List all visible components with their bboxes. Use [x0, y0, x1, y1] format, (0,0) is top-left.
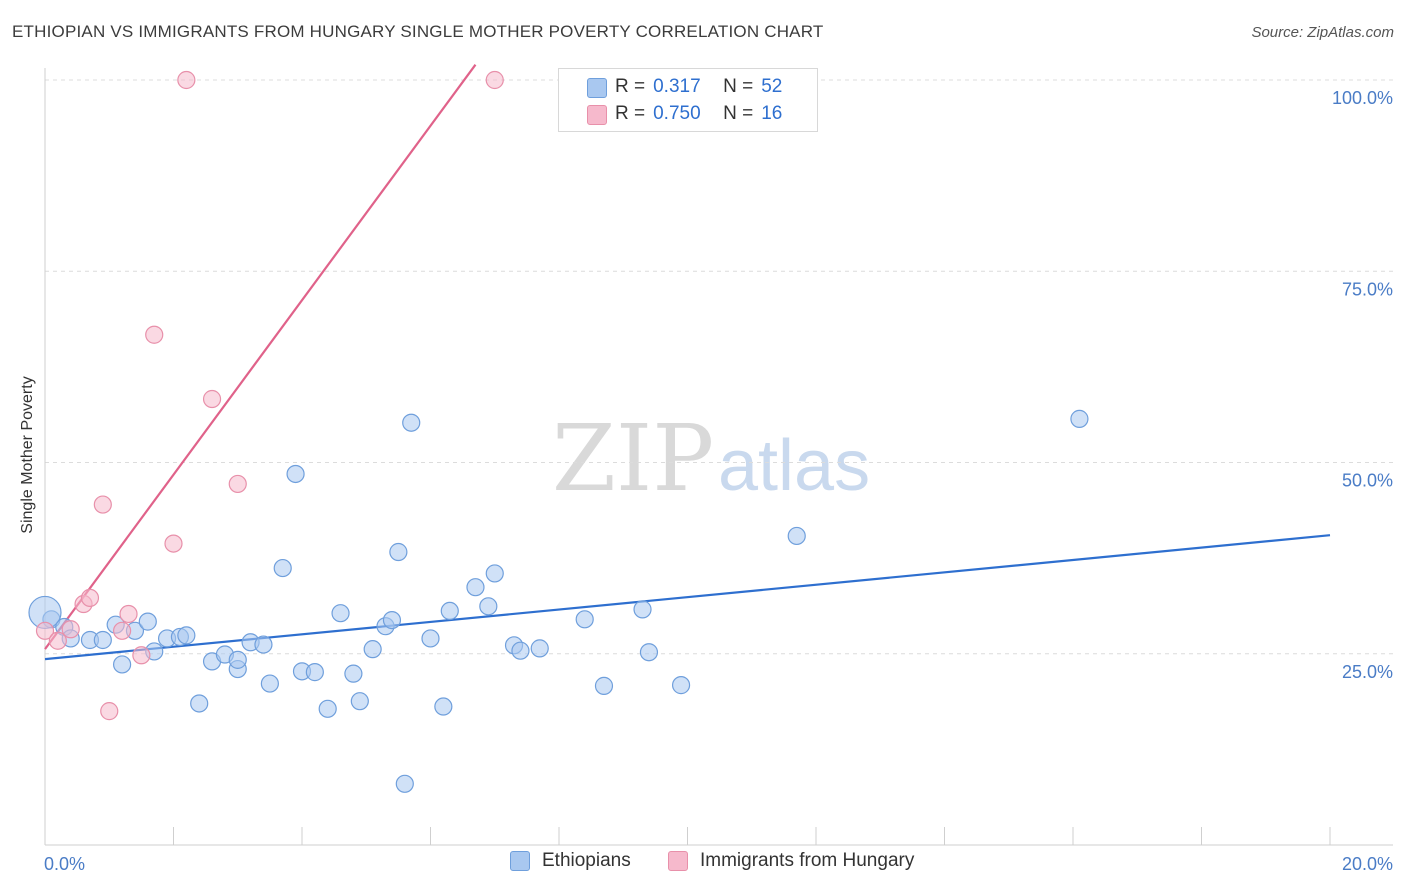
data-point [485, 564, 504, 583]
bottom-legend-label: Immigrants from Hungary [700, 850, 915, 871]
data-point [177, 70, 196, 90]
watermark-zip: ZIP [552, 405, 714, 512]
trend-lines [44, 64, 1331, 661]
y-tick-label: 75.0% [1342, 279, 1393, 299]
data-point [138, 612, 157, 631]
legend-n-label: N = [723, 103, 754, 124]
data-point [466, 578, 485, 597]
data-point [479, 597, 498, 616]
legend-swatch-ethiopians [587, 78, 607, 98]
data-point [594, 676, 614, 695]
data-point [119, 604, 138, 624]
data-point [164, 534, 183, 553]
data-point [177, 626, 196, 645]
data-point [530, 639, 549, 658]
axes [44, 68, 1393, 846]
data-point [363, 640, 382, 659]
x-tick-label-max: 20.0% [1342, 854, 1393, 874]
bottom-legend-label: Ethiopians [542, 850, 631, 871]
data-point [254, 635, 273, 654]
data-point [395, 774, 414, 793]
x-tick-label-min: 0.0% [44, 854, 85, 874]
legend-r-label: R = [615, 103, 646, 124]
data-point [575, 610, 594, 629]
bottom-legend: Ethiopians Immigrants from Hungary [0, 850, 1406, 878]
y-tick-label: 50.0% [1342, 471, 1393, 491]
data-point [273, 558, 292, 578]
data-point [35, 621, 55, 640]
data-point [100, 702, 119, 721]
data-point [228, 650, 247, 669]
legend-n-value: 52 [761, 76, 783, 97]
source-label: Source: ZipAtlas.com [1251, 24, 1394, 41]
data-point [80, 588, 100, 608]
legend-r-value: 0.317 [653, 76, 701, 97]
y-tick-labels: 25.0% 50.0% 75.0% 100.0% [1332, 88, 1393, 682]
data-point [421, 629, 440, 648]
data-point [639, 643, 659, 662]
data-point [93, 630, 112, 650]
data-point [440, 601, 459, 621]
data-point [260, 674, 279, 693]
legend-row-ethiopians: R = 0.317 N = 52 [587, 75, 783, 99]
legend-r-label: R = [615, 76, 646, 97]
data-points [28, 70, 1089, 793]
data-point [511, 641, 530, 660]
data-point [228, 474, 247, 494]
data-point [344, 664, 363, 683]
data-point [350, 692, 369, 711]
data-point [485, 70, 504, 90]
legend-n-label: N = [723, 76, 754, 97]
trend-line [44, 534, 1331, 661]
legend-r-value: 0.750 [653, 103, 701, 124]
data-point [434, 697, 453, 716]
data-point [286, 464, 305, 484]
data-point [145, 325, 164, 344]
bottom-legend-ethiopians: Ethiopians [510, 850, 631, 872]
trend-line [44, 64, 477, 650]
data-point [331, 604, 350, 623]
data-point [112, 621, 132, 640]
data-point [671, 676, 691, 695]
x-tick-labels: 0.0% 20.0% [44, 854, 1393, 874]
data-point [112, 655, 132, 674]
legend-swatch-hungary [587, 105, 607, 125]
legend-row-hungary: R = 0.750 N = 16 [587, 102, 783, 126]
chart-title: ETHIOPIAN VS IMMIGRANTS FROM HUNGARY SIN… [12, 22, 824, 41]
grid [45, 79, 1393, 655]
data-point [48, 631, 67, 650]
data-point [1070, 409, 1089, 428]
y-tick-label: 25.0% [1342, 662, 1393, 682]
y-tick-label: 100.0% [1332, 88, 1393, 108]
data-point [402, 413, 421, 432]
bottom-legend-hungary: Immigrants from Hungary [668, 850, 914, 872]
data-point [389, 542, 408, 562]
bottom-legend-swatch-hungary [668, 851, 688, 871]
data-point [305, 663, 324, 682]
data-point [132, 646, 151, 665]
data-point [787, 526, 806, 546]
legend: R = 0.317 N = 52 R = 0.750 N = 16 [558, 68, 818, 132]
data-point [93, 495, 112, 514]
data-point [190, 694, 209, 713]
data-point [202, 389, 222, 409]
legend-n-value: 16 [761, 103, 783, 124]
watermark-atlas: atlas [718, 426, 870, 506]
data-point [633, 600, 652, 619]
data-point [61, 620, 80, 639]
bottom-legend-swatch-ethiopians [510, 851, 530, 871]
data-point [382, 610, 402, 630]
data-point [318, 699, 337, 718]
